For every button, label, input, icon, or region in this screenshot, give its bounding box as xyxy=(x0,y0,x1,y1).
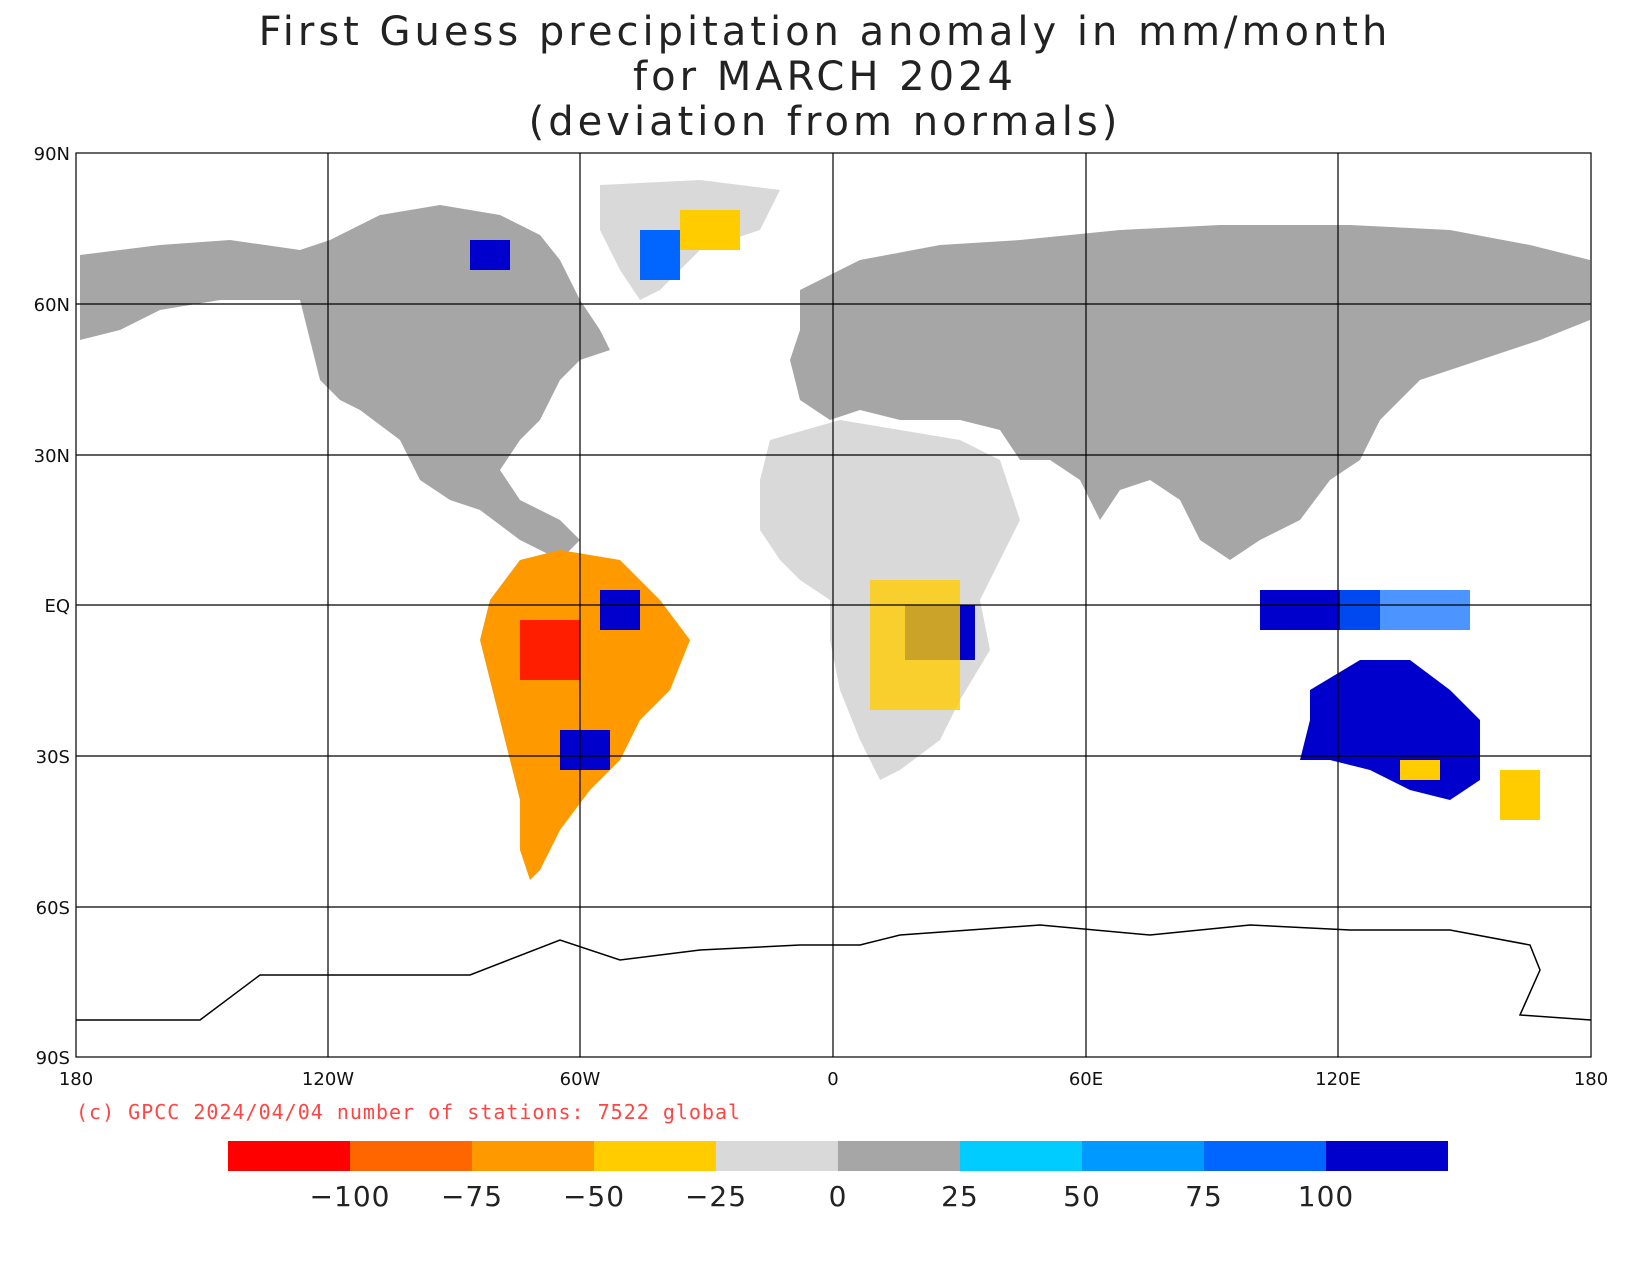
lon-label-0: 0 xyxy=(827,1069,838,1090)
australia xyxy=(1300,660,1480,800)
colorbar-swatch-8 xyxy=(1204,1141,1326,1171)
colorbar-swatch-1 xyxy=(350,1141,472,1171)
lon-label-120e: 120E xyxy=(1315,1069,1361,1090)
north-america xyxy=(80,205,610,560)
antarctica xyxy=(76,924,1591,1021)
lon-label-180e: 180 xyxy=(1574,1069,1608,1090)
colorbar-tick-label: 75 xyxy=(1185,1180,1223,1213)
lat-label-30s: 30S xyxy=(36,747,70,768)
colorbar xyxy=(228,1141,1448,1171)
map-title-line-1: First Guess precipitation anomaly in mm/… xyxy=(258,9,1392,55)
colorbar-tick-label: −50 xyxy=(562,1180,626,1213)
colorbar-tick-label: −25 xyxy=(684,1180,748,1213)
colorbar-tick-label: 100 xyxy=(1297,1180,1355,1213)
gpcc-credit: (c) GPCC 2024/04/04 number of stations: … xyxy=(76,1100,742,1124)
colorbar-tick-label: 50 xyxy=(1063,1180,1101,1213)
colorbar-swatch-5 xyxy=(838,1141,960,1171)
graticule xyxy=(75,152,1592,1058)
colorbar-swatch-0 xyxy=(228,1141,350,1171)
lon-label-60w: 60W xyxy=(560,1069,601,1090)
colorbar-tick-label: 0 xyxy=(828,1180,848,1213)
colorbar-swatch-3 xyxy=(594,1141,716,1171)
lat-label-60s: 60S xyxy=(36,898,70,919)
map-title-line-2: for MARCH 2024 xyxy=(633,54,1017,100)
colorbar-tick-label: −100 xyxy=(309,1180,391,1213)
lon-label-180w: 180 xyxy=(59,1069,93,1090)
eurasia xyxy=(790,225,1590,560)
colorbar-swatch-2 xyxy=(472,1141,594,1171)
colorbar-tick-label: 25 xyxy=(941,1180,979,1213)
lon-label-60e: 60E xyxy=(1069,1069,1103,1090)
lat-label-90s: 90S xyxy=(36,1048,70,1069)
south-america xyxy=(480,550,690,880)
colorbar-swatch-4 xyxy=(716,1141,838,1171)
land-anomaly-layer xyxy=(76,180,1591,1021)
lat-label-90n: 90N xyxy=(34,144,70,165)
colorbar-swatch-6 xyxy=(960,1141,1082,1171)
map-title-line-3: (deviation from normals) xyxy=(528,99,1122,145)
colorbar-tick-label: −75 xyxy=(440,1180,504,1213)
lat-label-30n: 30N xyxy=(34,446,70,467)
lon-label-120w: 120W xyxy=(302,1069,354,1090)
colorbar-swatch-9 xyxy=(1326,1141,1448,1171)
lat-label-60n: 60N xyxy=(34,295,70,316)
lat-label-eq: EQ xyxy=(44,596,70,617)
colorbar-swatch-7 xyxy=(1082,1141,1204,1171)
